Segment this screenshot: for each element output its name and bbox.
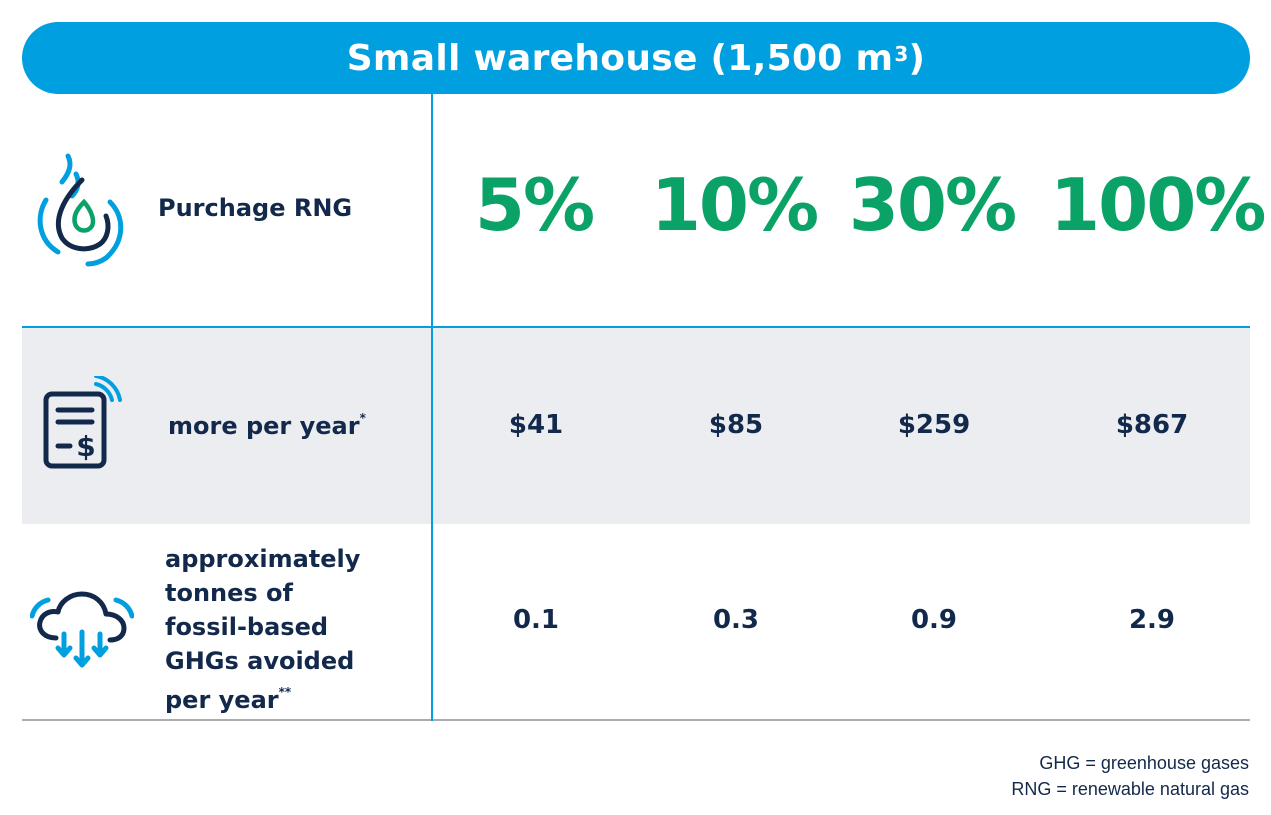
header-divider xyxy=(22,326,1250,328)
cost-footnote-marker: * xyxy=(359,411,366,425)
ghg-label-line-5: per year** xyxy=(165,678,360,717)
percentage-100: 100% xyxy=(1050,163,1266,247)
gas-flame-icon xyxy=(37,153,124,267)
svg-text:$: $ xyxy=(76,430,95,463)
ghg-label-line-4: GHGs avoided xyxy=(165,647,355,675)
ghg-value-5: 0.1 xyxy=(512,605,560,635)
column-divider xyxy=(431,94,433,721)
row-label-cost: more per year* xyxy=(168,411,366,440)
ghg-value-10: 0.3 xyxy=(712,605,760,635)
cost-value-30: $259 xyxy=(897,410,971,440)
title-superscript: 3 xyxy=(894,42,909,66)
ghg-label-line-2: tonnes of xyxy=(165,579,293,607)
percentage-10: 10% xyxy=(650,163,819,247)
title-suffix: ) xyxy=(908,37,926,79)
footnote-rng: RNG = renewable natural gas xyxy=(1011,779,1249,799)
row-label-ghg: approximately tonnes of fossil-based GHG… xyxy=(165,542,360,717)
ghg-label-line-1: approximately xyxy=(165,545,361,573)
percentage-5: 5% xyxy=(474,163,595,247)
table-bottom-divider xyxy=(22,719,1250,721)
cost-value-5: $41 xyxy=(508,410,564,440)
footnote-ghg: GHG = greenhouse gases xyxy=(1039,753,1249,773)
page-title: Small warehouse (1,500 m 3) xyxy=(22,22,1250,94)
cloud-down-arrows-icon xyxy=(30,591,134,668)
percentage-30: 30% xyxy=(848,163,1017,247)
cost-value-10: $85 xyxy=(708,410,764,440)
ghg-footnote-marker: ** xyxy=(278,685,292,699)
footnotes: GHG = greenhouse gases RNG = renewable n… xyxy=(1011,750,1249,802)
cost-row-background xyxy=(22,327,1250,524)
ghg-label-line-3: fossil-based xyxy=(165,613,329,641)
ghg-label-line-5-text: per year xyxy=(165,686,279,714)
bill-dollar-icon: $ xyxy=(43,376,122,469)
ghg-value-30: 0.9 xyxy=(910,605,958,635)
ghg-value-100: 2.9 xyxy=(1128,605,1176,635)
title-text: Small warehouse (1,500 m xyxy=(346,37,894,79)
cost-label-text: more per year xyxy=(168,412,360,440)
cost-value-100: $867 xyxy=(1115,410,1189,440)
row-label-purchase-rng: Purchage RNG xyxy=(158,194,353,222)
